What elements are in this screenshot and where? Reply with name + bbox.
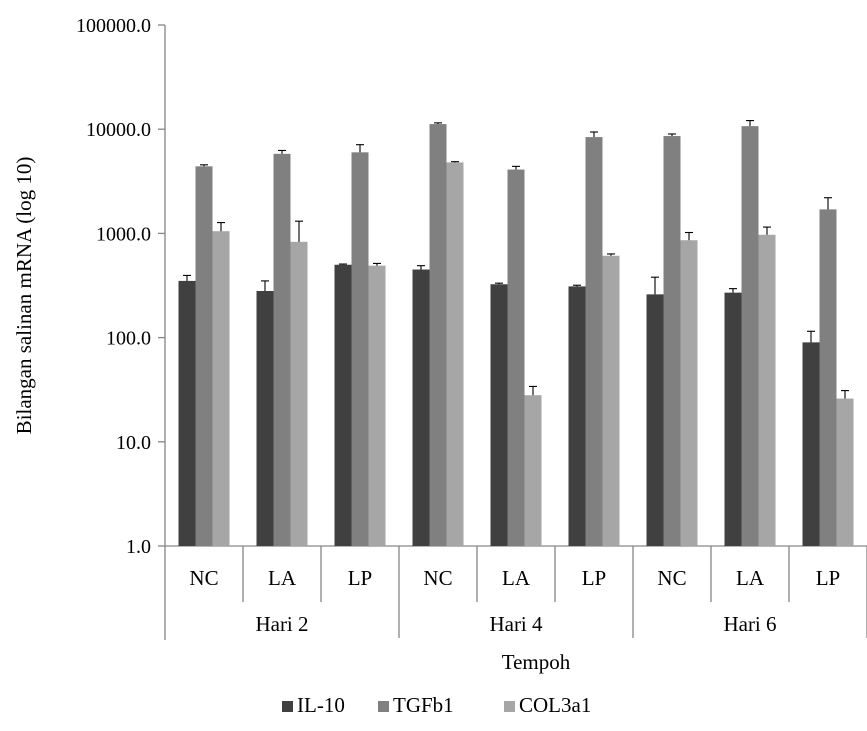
bars <box>178 120 854 547</box>
bar-il-10 <box>412 269 430 546</box>
bar-tgfb1 <box>741 126 759 546</box>
bar-tgfb1 <box>819 209 837 547</box>
bar-tgfb1 <box>351 152 369 546</box>
x-group-label: Hari 2 <box>255 612 308 636</box>
bar-col3a1 <box>446 162 464 546</box>
y-tick-label: 10000.0 <box>86 119 151 141</box>
bar-tgfb1 <box>663 136 681 546</box>
x-category-label: LA <box>736 566 765 590</box>
bar-tgfb1 <box>429 124 447 547</box>
legend-swatch <box>378 701 389 712</box>
bar-col3a1 <box>524 395 542 546</box>
bar-il-10 <box>802 342 820 546</box>
legend-label: COL3a1 <box>519 693 591 717</box>
bar-col3a1 <box>602 255 620 547</box>
x-axis-title: Tempoh <box>502 650 571 674</box>
bar-tgfb1 <box>585 137 603 547</box>
legend-swatch <box>282 701 293 712</box>
x-category-label: LP <box>816 566 841 590</box>
bar-il-10 <box>724 292 742 546</box>
bar-il-10 <box>646 294 664 546</box>
x-group-label: Hari 4 <box>489 612 543 636</box>
x-category-label: LP <box>582 566 607 590</box>
x-category-label: LP <box>348 566 373 590</box>
bar-il-10 <box>178 280 196 546</box>
bar-tgfb1 <box>273 153 291 546</box>
legend: IL-10 TGFb1 COL3a1 <box>282 693 591 717</box>
y-tick-label: 1.0 <box>126 536 151 558</box>
y-tick-label: 10.0 <box>116 432 151 454</box>
x-category-label: NC <box>657 566 686 590</box>
x-category-label: LA <box>268 566 297 590</box>
bar-col3a1 <box>680 240 698 546</box>
x-group-label: Hari 6 <box>723 612 776 636</box>
y-axis-title: Bilangan salinan mRNA (log 10) <box>12 157 36 435</box>
y-tick-label: 100.0 <box>106 328 151 350</box>
bar-il-10 <box>256 291 274 546</box>
legend-label: IL-10 <box>297 693 345 717</box>
bar-col3a1 <box>836 398 854 546</box>
bar-col3a1 <box>758 234 776 546</box>
bar-tgfb1 <box>507 169 525 547</box>
y-tick-label: 1000.0 <box>96 223 151 245</box>
x-category-label: NC <box>189 566 218 590</box>
bar-col3a1 <box>290 241 308 546</box>
legend-swatch <box>504 701 515 712</box>
labels: 1.0 10.0 100.0 1000.0 10000.0 100000.0 NC LA LP N… <box>12 15 840 674</box>
y-tick-label: 100000.0 <box>76 15 151 37</box>
bar-il-10 <box>334 264 352 546</box>
bar-il-10 <box>568 286 586 546</box>
bar-il-10 <box>490 284 508 546</box>
x-category-label: LA <box>502 566 531 590</box>
x-category-label: NC <box>423 566 452 590</box>
bar-col3a1 <box>368 265 386 546</box>
legend-label: TGFb1 <box>393 693 454 717</box>
bar-tgfb1 <box>195 166 213 546</box>
bar-col3a1 <box>212 231 230 546</box>
